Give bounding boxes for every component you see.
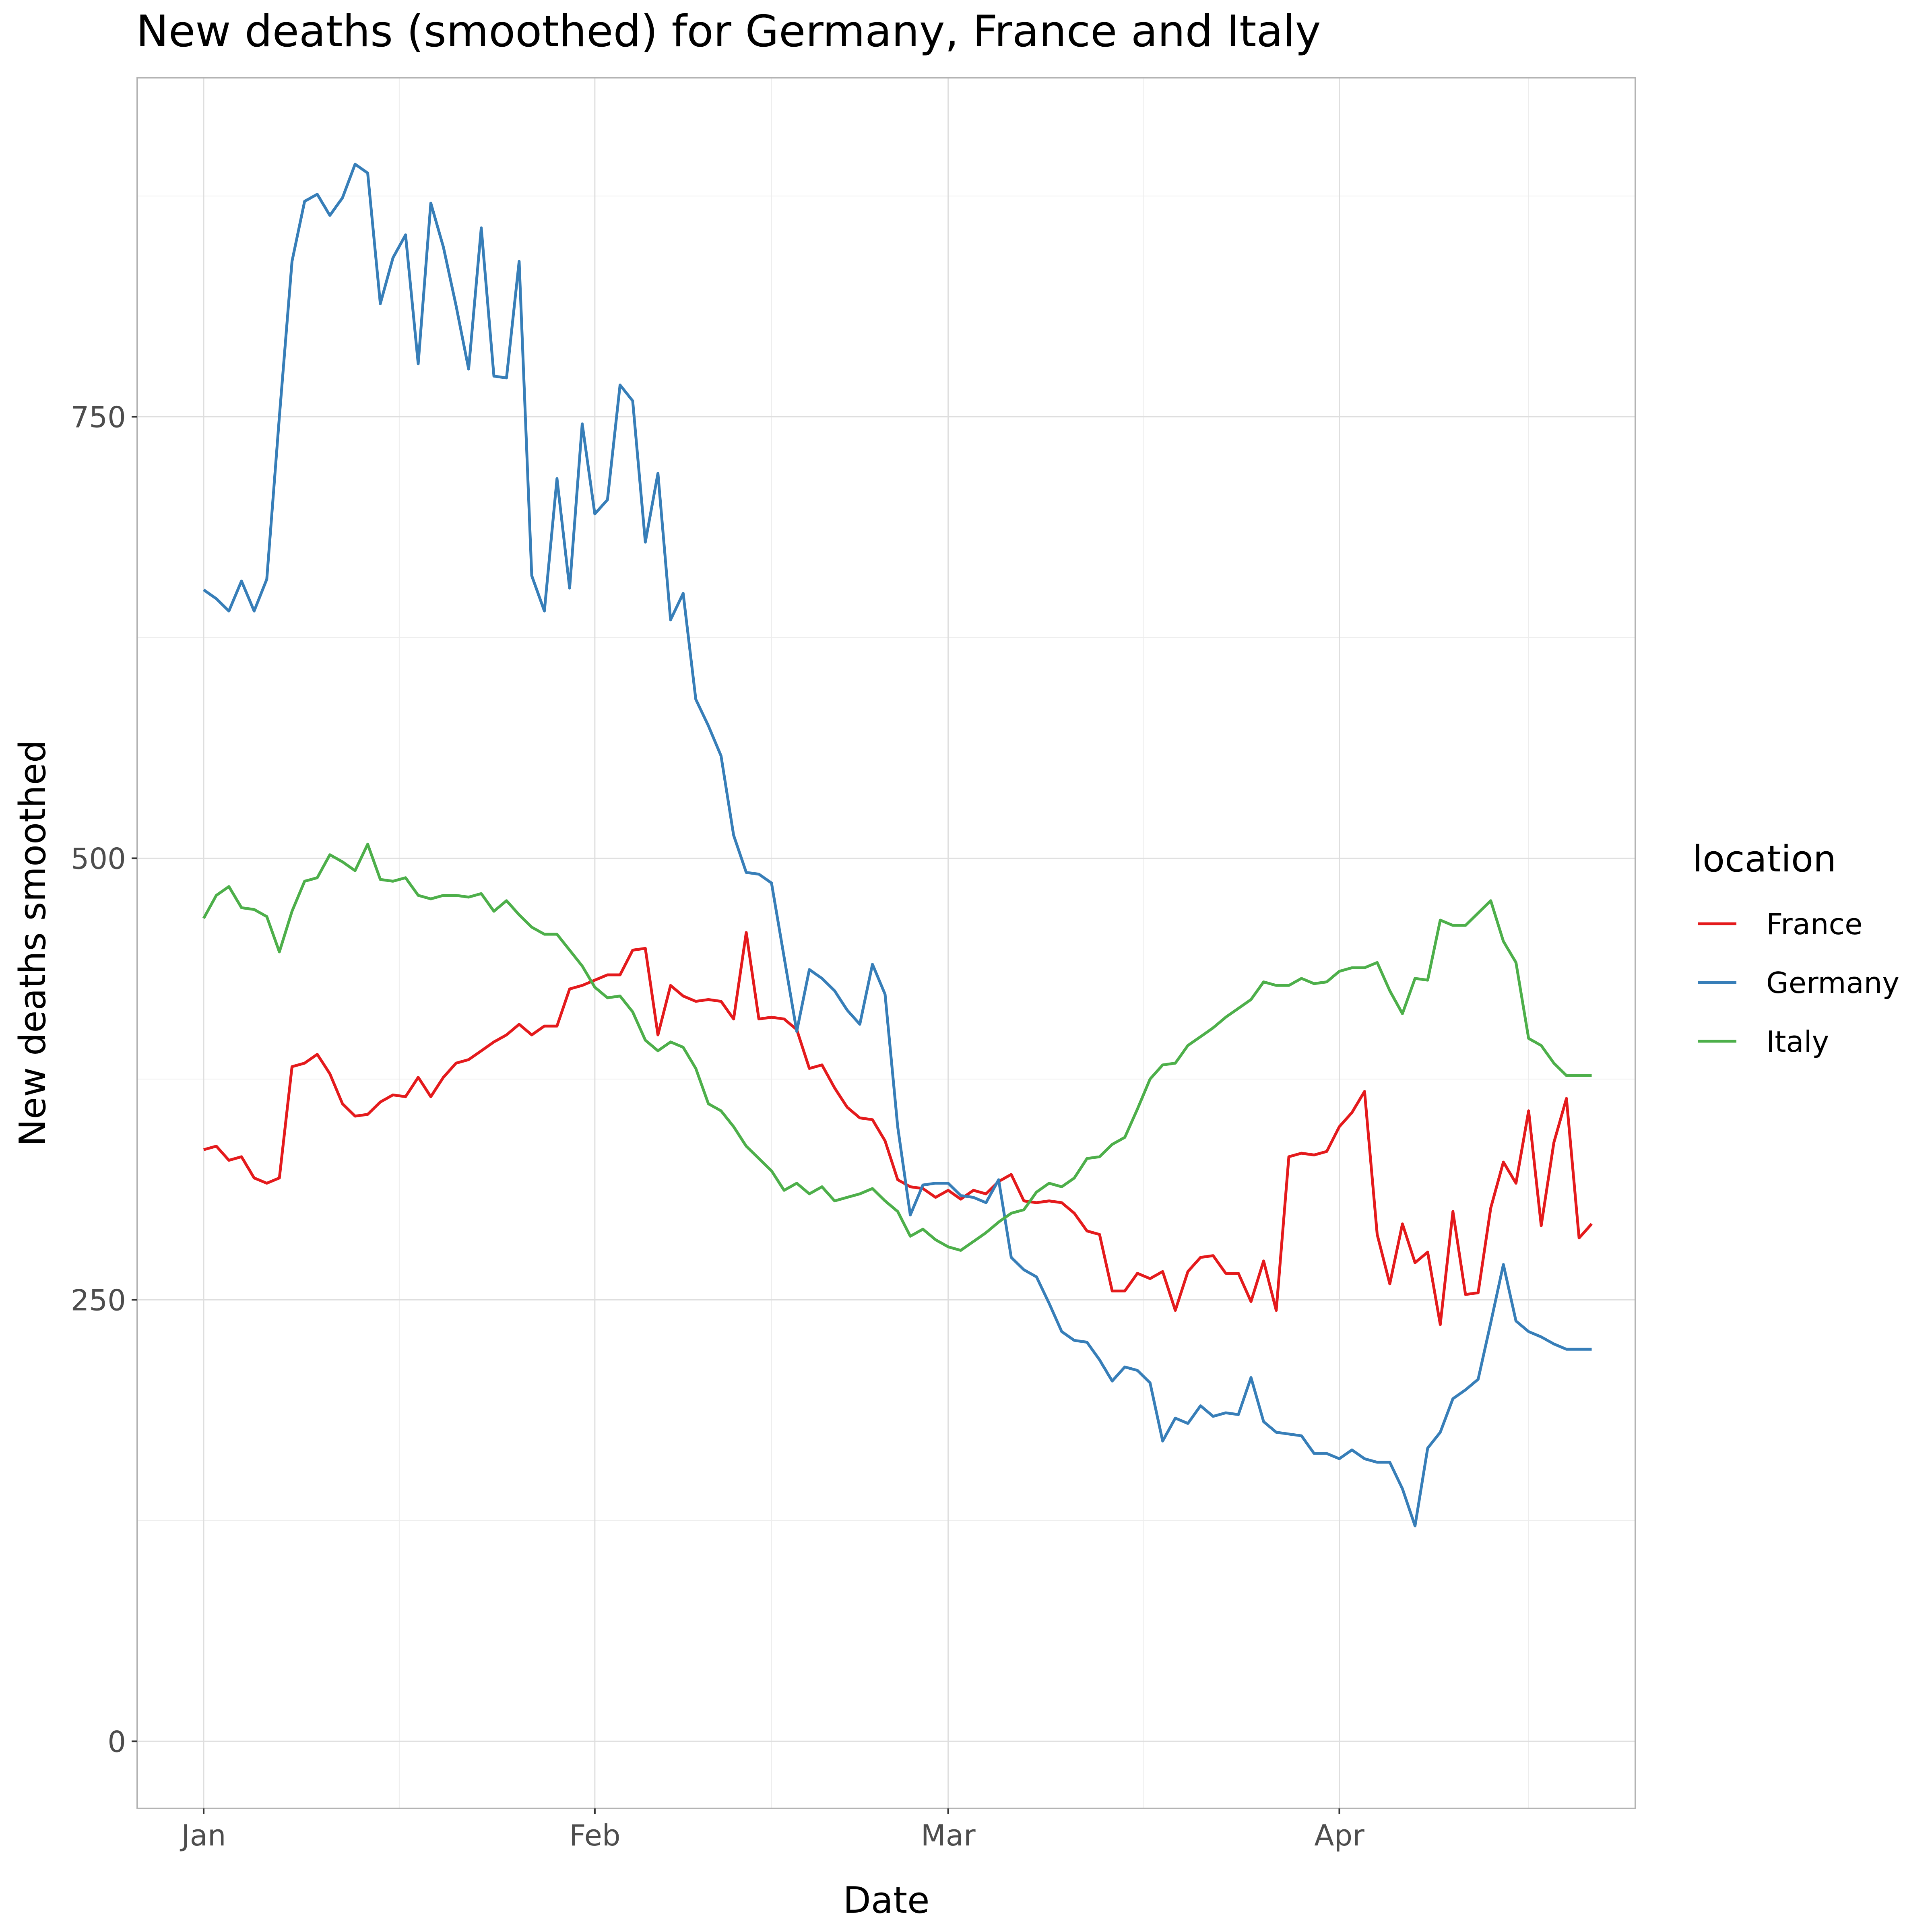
x-tick-label: Jan — [180, 1818, 226, 1852]
x-tick-label: Apr — [1314, 1818, 1364, 1852]
legend-label-france: France — [1766, 907, 1862, 941]
series-line-france — [203, 931, 1593, 1326]
x-tick-label: Feb — [569, 1818, 620, 1852]
legend-label-germany: Germany — [1766, 966, 1899, 1000]
legend-label-italy: Italy — [1766, 1025, 1829, 1059]
series-line-germany — [202, 163, 1592, 1527]
y-tick-label: 250 — [71, 1283, 126, 1317]
axes: 0 250 500 750 Jan Feb Mar Apr — [71, 400, 1365, 1852]
y-tick-label: 0 — [107, 1725, 126, 1759]
y-tick-label: 500 — [71, 842, 126, 875]
y-axis-title: New deaths smoothed — [12, 740, 54, 1146]
x-axis-title: Date — [843, 1879, 929, 1922]
x-tick-label: Mar — [921, 1818, 976, 1852]
gridlines — [137, 78, 1635, 1808]
series-lines — [202, 163, 1593, 1527]
y-tick-label: 750 — [71, 400, 126, 434]
legend-title: location — [1693, 838, 1836, 880]
chart-title: New deaths (smoothed) for Germany, Franc… — [136, 6, 1321, 57]
legend: location France Germany Italy — [1693, 838, 1899, 1059]
plot-panel-border — [136, 77, 1636, 1809]
series-line-italy — [202, 842, 1592, 1252]
